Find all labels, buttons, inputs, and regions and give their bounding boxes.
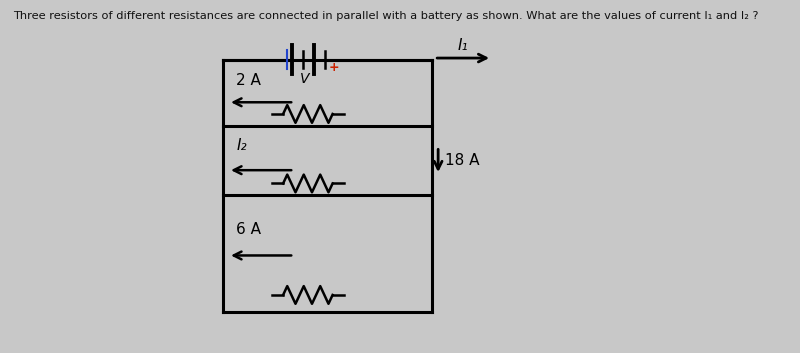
Text: 6 A: 6 A [237, 222, 262, 237]
Text: I₁: I₁ [458, 38, 469, 53]
Text: 2 A: 2 A [237, 73, 262, 88]
Text: 18 A: 18 A [445, 153, 479, 168]
Text: Three resistors of different resistances are connected in parallel with a batter: Three resistors of different resistances… [13, 11, 758, 22]
Text: +: + [329, 61, 339, 74]
Text: I₂: I₂ [237, 138, 247, 153]
Text: V: V [300, 72, 310, 86]
